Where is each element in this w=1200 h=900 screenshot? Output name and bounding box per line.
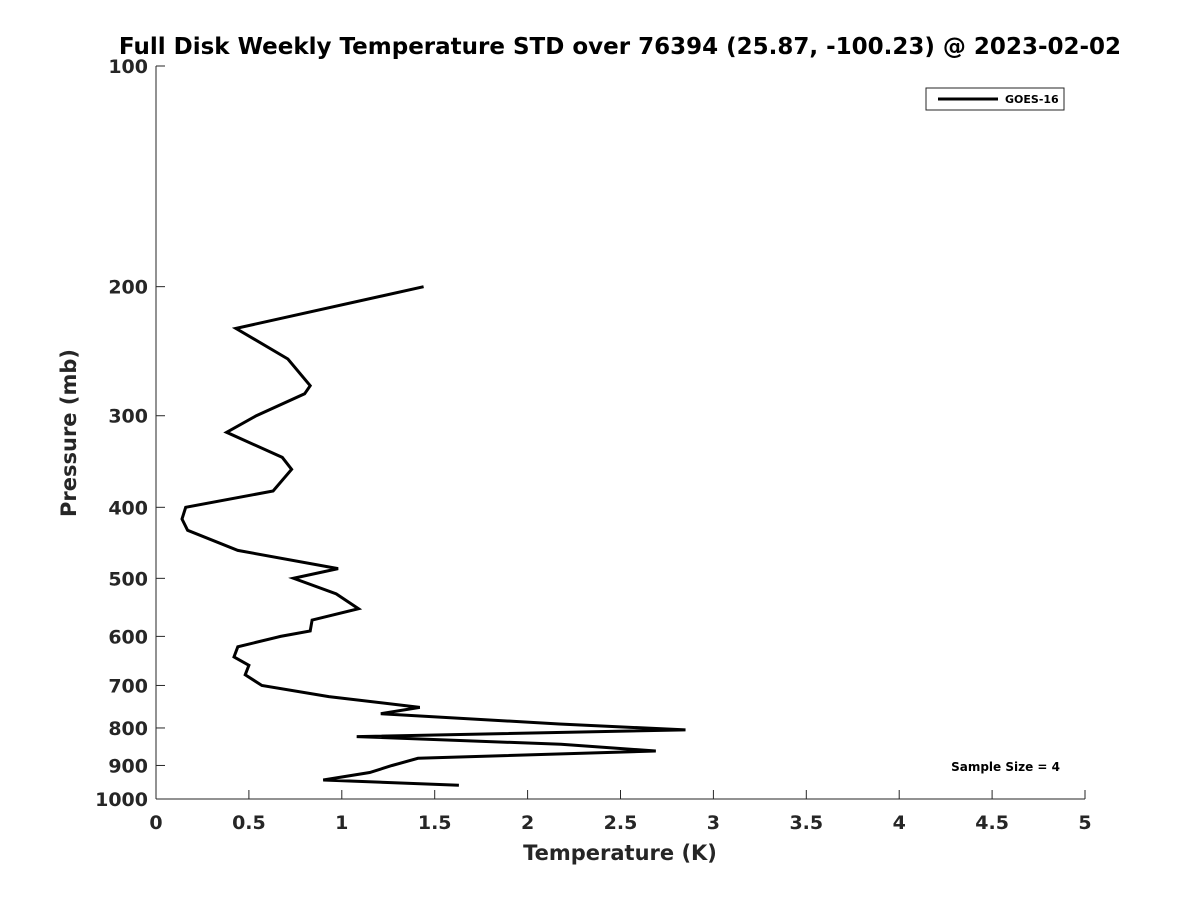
y-tick-label: 200 xyxy=(108,277,148,299)
y-tick-label: 500 xyxy=(108,568,148,590)
y-tick-label: 700 xyxy=(108,675,148,697)
legend: GOES-16 xyxy=(925,87,1065,111)
y-tick-label: 900 xyxy=(108,755,148,777)
sample-size-annotation: Sample Size = 4 xyxy=(951,760,1060,774)
y-tick-label: 400 xyxy=(108,497,148,519)
series-layer xyxy=(180,285,686,787)
y-tick-label: 800 xyxy=(108,718,148,740)
x-tick-label: 1 xyxy=(335,812,348,834)
series-line-goes-16 xyxy=(180,285,686,787)
x-tick-label: 4 xyxy=(893,812,906,834)
y-tick-label: 100 xyxy=(108,56,148,78)
legend-label-goes-16: GOES-16 xyxy=(1005,93,1059,106)
x-tick-label: 3 xyxy=(707,812,720,834)
x-tick-label: 0 xyxy=(149,812,162,834)
x-tick-label: 4.5 xyxy=(975,812,1009,834)
chart-title: Full Disk Weekly Temperature STD over 76… xyxy=(119,34,1121,60)
x-tick-label: 0.5 xyxy=(232,812,266,834)
x-tick-label: 1.5 xyxy=(418,812,452,834)
plot-area xyxy=(156,66,1085,799)
y-tick-label: 1000 xyxy=(95,789,148,811)
x-tick-label: 3.5 xyxy=(789,812,823,834)
y-ticks: 100 200 300 400 500 600 700 800 900 1000 xyxy=(95,56,165,811)
x-tick-label: 2 xyxy=(521,812,534,834)
y-tick-label: 600 xyxy=(108,626,148,648)
x-tick-label: 5 xyxy=(1078,812,1091,834)
x-tick-label: 2.5 xyxy=(604,812,638,834)
y-tick-label: 300 xyxy=(108,406,148,428)
x-ticks: 0 0.5 1 1.5 2 2.5 3 3.5 4 4.5 5 xyxy=(149,790,1092,834)
x-axis-title: Temperature (K) xyxy=(523,841,717,865)
y-axis-title: Pressure (mb) xyxy=(57,349,81,517)
